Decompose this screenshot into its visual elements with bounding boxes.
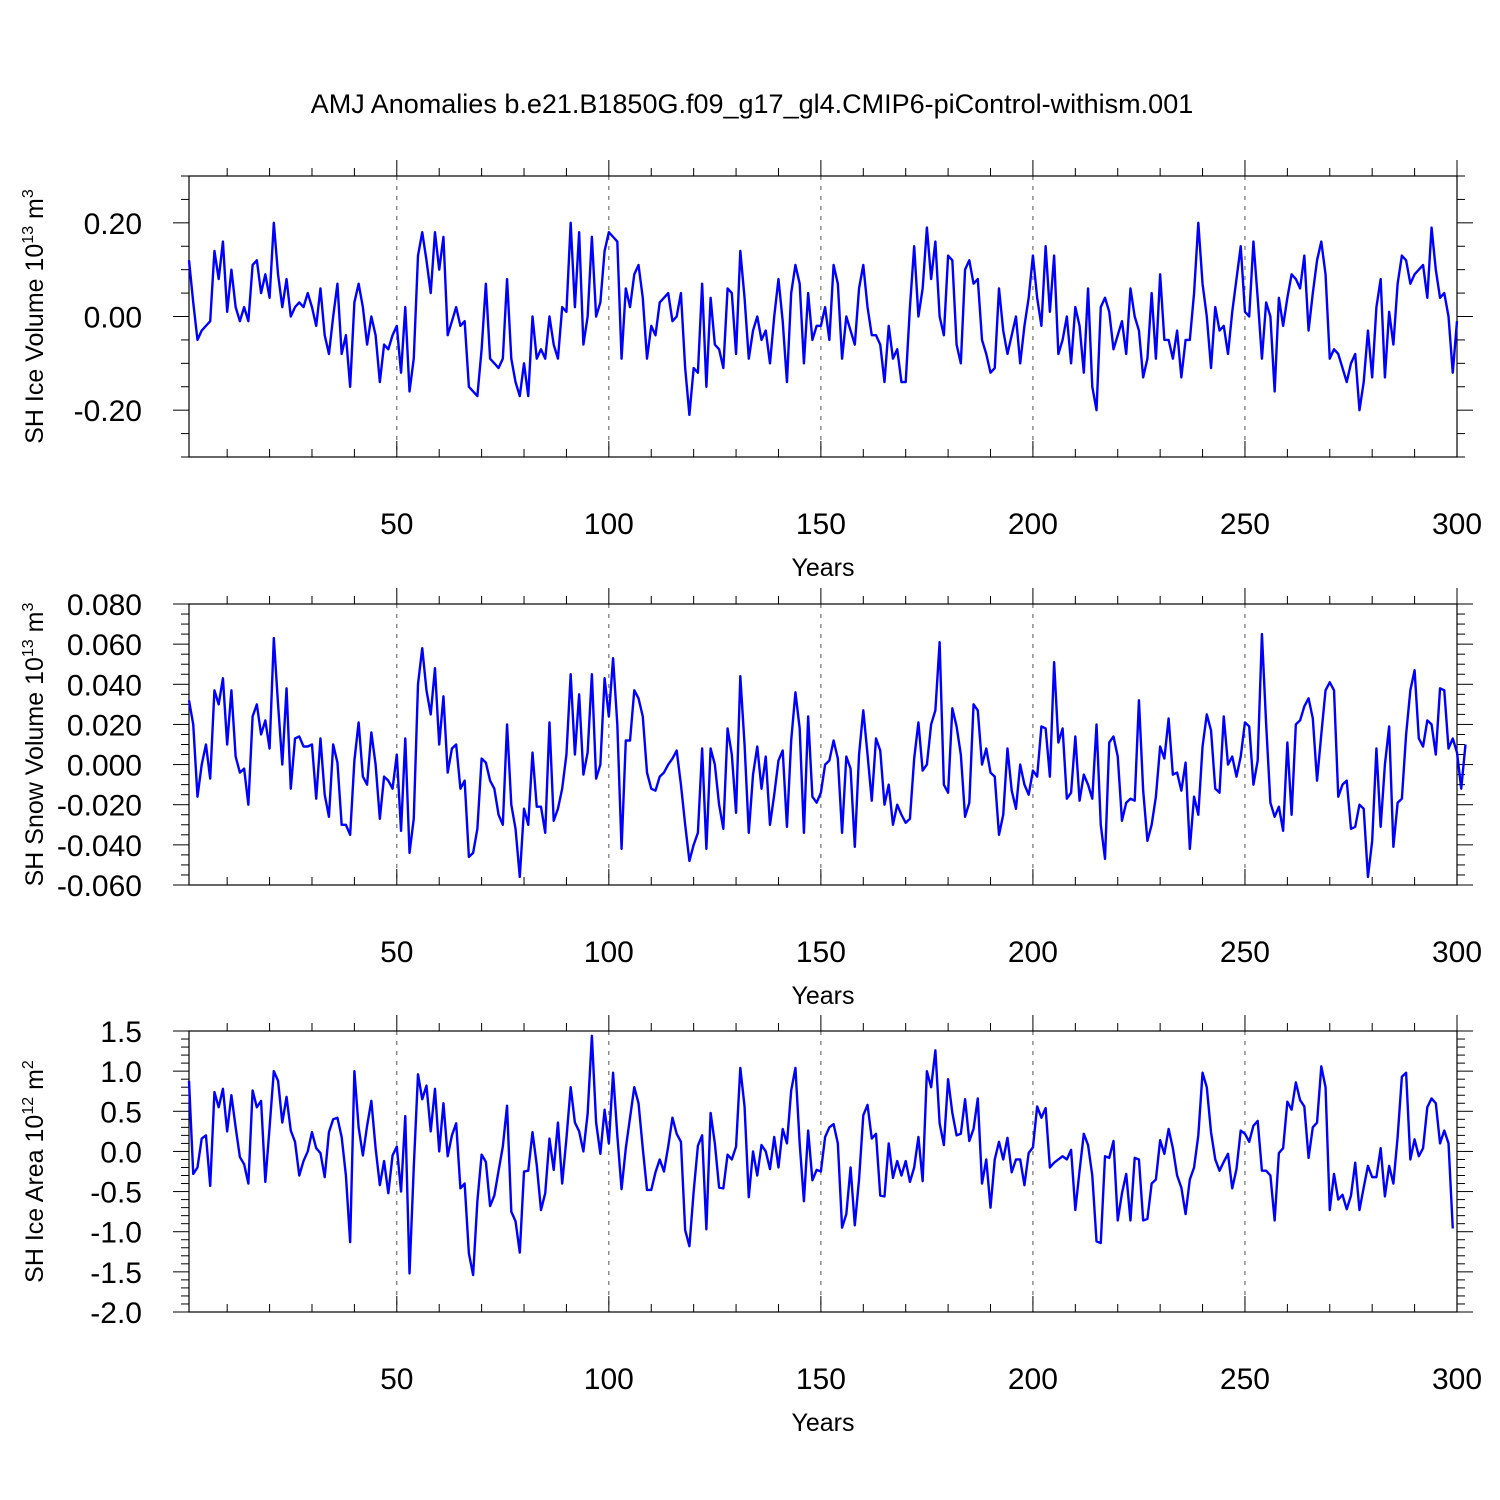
x-tick-label: 250 xyxy=(1220,508,1270,541)
x-tick-label: 300 xyxy=(1432,508,1482,541)
y-tick-label: 0.20 xyxy=(84,208,142,241)
y-tick-label: 0.00 xyxy=(84,302,142,335)
y-tick-label: 0.000 xyxy=(67,750,142,783)
y-tick-label: -2.0 xyxy=(90,1297,142,1330)
x-tick-label: 200 xyxy=(1008,1363,1058,1396)
x-tick-labels: 50 100 150 200 250 300 xyxy=(380,1363,1482,1396)
x-tick-labels: 50 100 150 200 250 300 xyxy=(380,508,1482,541)
y-axis-title: SH Ice Volume 1013 m3 xyxy=(20,189,49,444)
y-tick-label: -0.5 xyxy=(90,1177,142,1210)
grid-lines xyxy=(396,176,1246,457)
panel-ice-volume: -0.20 0.00 0.20 50 100 150 200 250 300 Years SH… xyxy=(20,160,1482,582)
series-line-snow-volume xyxy=(187,632,1467,879)
x-tick-label: 200 xyxy=(1008,508,1058,541)
y-axis-title: SH Snow Volume 1013 m3 xyxy=(20,603,49,887)
grid-lines xyxy=(396,604,1246,885)
x-axis-title: Years xyxy=(791,982,854,1010)
minor-ticks xyxy=(181,596,1465,885)
x-tick-label: 50 xyxy=(380,936,413,969)
x-tick-label: 250 xyxy=(1220,936,1270,969)
x-tick-label: 150 xyxy=(796,508,846,541)
y-tick-label: 1.5 xyxy=(100,1016,142,1049)
x-tick-label: 300 xyxy=(1432,1363,1482,1396)
y-tick-label: -0.040 xyxy=(57,830,142,863)
y-tick-label: 0.5 xyxy=(100,1096,142,1129)
y-tick-label: -0.20 xyxy=(74,395,142,428)
x-tick-label: 300 xyxy=(1432,936,1482,969)
y-tick-label: 0.0 xyxy=(100,1136,142,1169)
y-tick-label: 0.040 xyxy=(67,669,142,702)
chart-title: AMJ Anomalies b.e21.B1850G.f09_g17_gl4.C… xyxy=(311,89,1193,119)
x-tick-label: 150 xyxy=(796,1363,846,1396)
plot-frame xyxy=(188,603,1458,886)
x-tick-label: 200 xyxy=(1008,936,1058,969)
series-line-ice-area xyxy=(187,1034,1454,1277)
y-tick-label: 0.060 xyxy=(67,629,142,662)
panel-ice-area: -2.0 -1.5 -1.0 -0.5 0.0 0.5 1.0 1.5 50 100 150 200… xyxy=(20,1015,1482,1437)
series-line-ice-volume xyxy=(187,221,1459,417)
major-ticks xyxy=(173,1015,1473,1313)
x-tick-label: 100 xyxy=(584,1363,634,1396)
x-axis-title: Years xyxy=(791,1409,854,1437)
y-tick-labels: -0.20 0.00 0.20 xyxy=(74,208,142,428)
plot-frame xyxy=(188,1030,1458,1313)
y-tick-label: -0.060 xyxy=(57,870,142,903)
y-tick-label: -1.5 xyxy=(90,1257,142,1290)
minor-ticks xyxy=(181,1023,1465,1312)
x-axis-title: Years xyxy=(791,554,854,582)
y-tick-labels: -2.0 -1.5 -1.0 -0.5 0.0 0.5 1.0 1.5 xyxy=(90,1016,142,1330)
y-axis-title: SH Ice Area 1012 m2 xyxy=(20,1060,49,1283)
y-tick-label: -0.020 xyxy=(57,790,142,823)
x-tick-label: 50 xyxy=(380,508,413,541)
y-tick-labels: -0.060 -0.040 -0.020 0.000 0.020 0.040 0.060 0.… xyxy=(57,589,142,903)
x-tick-label: 100 xyxy=(584,936,634,969)
panel-snow-volume: -0.060 -0.040 -0.020 0.000 0.020 0.040 0.060 0.… xyxy=(20,588,1482,1010)
major-ticks xyxy=(173,588,1473,886)
x-tick-label: 150 xyxy=(796,936,846,969)
y-tick-label: 0.080 xyxy=(67,589,142,622)
x-tick-label: 250 xyxy=(1220,1363,1270,1396)
plot-frame xyxy=(188,175,1458,458)
y-tick-label: -1.0 xyxy=(90,1217,142,1250)
y-tick-label: 1.0 xyxy=(100,1056,142,1089)
minor-ticks xyxy=(181,168,1465,458)
major-ticks xyxy=(173,160,1473,457)
x-tick-label: 50 xyxy=(380,1363,413,1396)
x-tick-labels: 50 100 150 200 250 300 xyxy=(380,936,1482,969)
y-tick-label: 0.020 xyxy=(67,709,142,742)
x-tick-label: 100 xyxy=(584,508,634,541)
